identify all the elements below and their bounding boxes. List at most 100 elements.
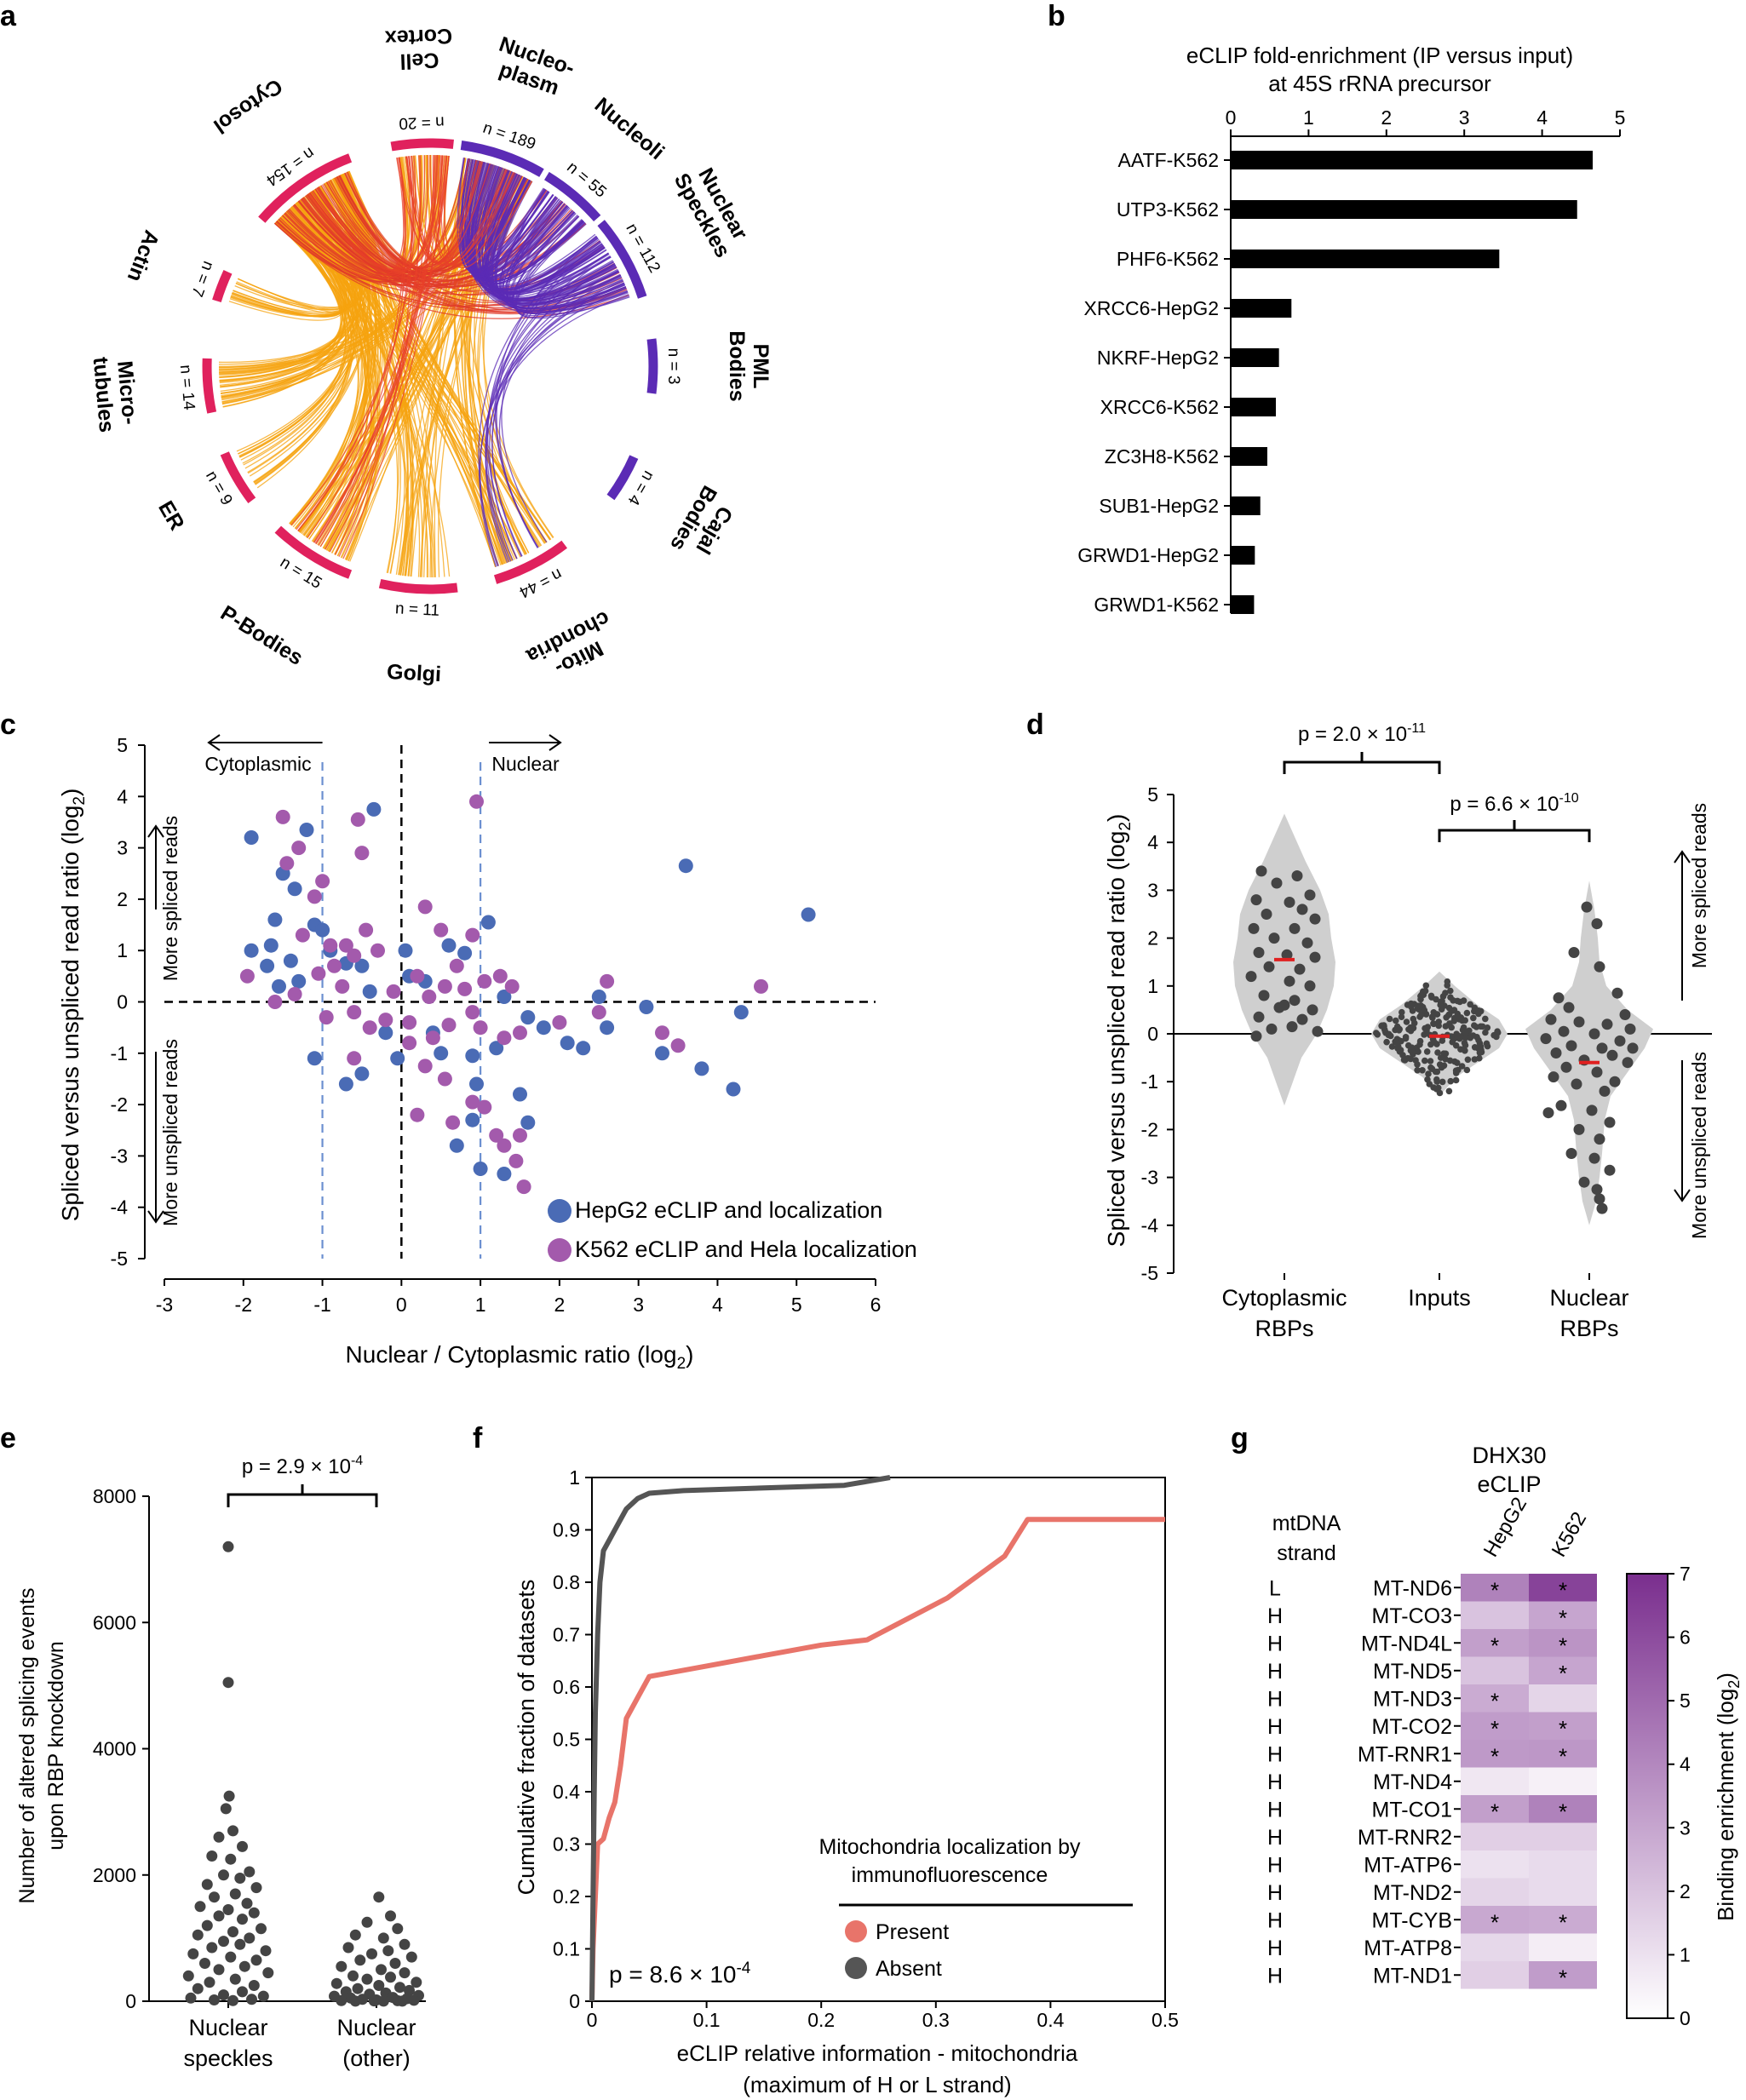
cytoplasmic-rbp-point bbox=[1255, 865, 1267, 877]
hepg2-point bbox=[678, 858, 693, 874]
side-label-unspliced: More unspliced reads bbox=[1688, 1052, 1710, 1239]
y-tick-label: -3 bbox=[111, 1145, 128, 1167]
k562-point bbox=[437, 978, 452, 994]
absent-line bbox=[589, 1475, 891, 2002]
row-label: MT-ATP8 bbox=[1364, 1936, 1452, 1960]
hepg2-point bbox=[465, 1048, 480, 1064]
chord-link bbox=[292, 155, 441, 276]
heatmap-cell bbox=[1461, 1712, 1529, 1740]
nuclear-other-point bbox=[352, 1982, 364, 1994]
compartment-count: n = 11 bbox=[395, 600, 440, 620]
nuclear-speckle-point bbox=[209, 1994, 220, 2005]
hepg2-point bbox=[398, 943, 413, 958]
input-point bbox=[1412, 1057, 1419, 1064]
hepg2-point bbox=[449, 1138, 464, 1153]
heatmap-cell bbox=[1529, 1795, 1597, 1823]
input-point bbox=[1428, 1065, 1436, 1072]
row-label: MT-CYB bbox=[1372, 1908, 1452, 1932]
heatmap-cell bbox=[1461, 1878, 1529, 1906]
chord-link bbox=[411, 155, 477, 263]
input-point bbox=[1421, 1024, 1428, 1032]
nuclear-speckle-point bbox=[206, 1942, 218, 1954]
chord-link bbox=[453, 158, 497, 568]
k562-point bbox=[670, 1038, 686, 1053]
nuclear-speckle-point bbox=[238, 1960, 250, 1972]
input-point bbox=[1417, 995, 1424, 1003]
input-point bbox=[1378, 1022, 1386, 1030]
k562-point bbox=[307, 889, 322, 904]
y-tick-label: 0.8 bbox=[553, 1571, 580, 1593]
k562-point bbox=[477, 973, 492, 989]
chord-link bbox=[337, 175, 559, 278]
x-tick-label: 0 bbox=[1226, 106, 1237, 129]
legend-marker bbox=[548, 1238, 571, 1262]
hepg2-point bbox=[283, 953, 298, 968]
k562-point bbox=[754, 978, 768, 994]
significance-star: * bbox=[1490, 1632, 1499, 1658]
chord-link bbox=[500, 188, 616, 302]
input-point bbox=[1463, 1066, 1471, 1074]
arrow-cytoplasmic bbox=[207, 734, 323, 751]
input-point bbox=[1433, 1086, 1440, 1093]
strand-label: H bbox=[1267, 1604, 1283, 1628]
nuclear-speckle-point bbox=[225, 1853, 237, 1865]
chord-link bbox=[327, 177, 526, 273]
legend-marker bbox=[548, 1199, 571, 1223]
k562-point bbox=[338, 938, 353, 953]
hepg2-point bbox=[489, 1041, 504, 1056]
heatmap-cell bbox=[1529, 1601, 1597, 1629]
cytoplasmic-rbp-point bbox=[1245, 971, 1257, 983]
bar bbox=[1231, 398, 1277, 416]
input-point bbox=[1395, 1027, 1403, 1034]
nuclear-speckle-point bbox=[194, 1901, 206, 1913]
chord-link bbox=[396, 157, 514, 267]
cytoplasmic-rbp-point bbox=[1258, 990, 1270, 1001]
input-point bbox=[1462, 1034, 1469, 1041]
nuclear-rbp-point bbox=[1609, 1076, 1621, 1087]
colorbar-label-text: Binding enrichment (log bbox=[1713, 1689, 1738, 1921]
input-point bbox=[1415, 1002, 1421, 1009]
y-axis-label: Number of altered splicing events bbox=[15, 1587, 39, 1903]
chord-link bbox=[443, 155, 482, 263]
input-point bbox=[1393, 1039, 1400, 1046]
nuclear-other-point bbox=[399, 1938, 411, 1950]
cytoplasmic-rbp-point bbox=[1301, 937, 1313, 949]
nuclear-speckle-point bbox=[234, 1873, 246, 1884]
y-tick-label: 0 bbox=[125, 1990, 136, 2012]
bar-category-label: UTP3-K562 bbox=[1117, 198, 1219, 221]
nuclear-speckle-point bbox=[185, 1992, 197, 2004]
nuclear-rbp-point bbox=[1548, 1071, 1559, 1083]
chord-link bbox=[472, 163, 583, 282]
chart-title: at 45S rRNA precursor bbox=[1268, 71, 1491, 96]
cytoplasmic-rbp-point bbox=[1250, 894, 1262, 906]
k562-point bbox=[239, 968, 255, 984]
chord-link bbox=[480, 165, 622, 306]
cytoplasmic-rbp-point bbox=[1253, 947, 1265, 958]
heatmap-title: DHX30 bbox=[1472, 1443, 1546, 1468]
k562-point bbox=[335, 978, 350, 994]
k562-point bbox=[437, 1071, 452, 1087]
input-point bbox=[1450, 997, 1456, 1004]
compartment-arc bbox=[378, 578, 458, 594]
input-point bbox=[1421, 1007, 1428, 1014]
nuclear-speckle-point bbox=[248, 1980, 260, 1991]
hepg2-point bbox=[244, 943, 259, 958]
bar bbox=[1231, 151, 1594, 169]
input-point bbox=[1400, 1056, 1408, 1064]
significance-star: * bbox=[1559, 1605, 1567, 1631]
heatmap-cell bbox=[1461, 1656, 1529, 1684]
colorbar-tick-label: 4 bbox=[1680, 1753, 1691, 1776]
nuclear-rbp-point bbox=[1571, 1078, 1582, 1090]
nuclear-rbp-point bbox=[1545, 1013, 1557, 1025]
input-point bbox=[1467, 1001, 1473, 1008]
k562-point bbox=[425, 1030, 440, 1046]
nuclear-other-point bbox=[377, 1932, 389, 1944]
significance-star: * bbox=[1559, 1799, 1567, 1824]
input-point bbox=[1469, 1032, 1477, 1039]
y-tick-label: 0.4 bbox=[553, 1781, 580, 1803]
arrow-more-spliced bbox=[1674, 850, 1691, 1001]
cytoplasmic-rbp-point bbox=[1312, 1025, 1324, 1037]
arrow-more-unspliced bbox=[147, 1052, 164, 1224]
